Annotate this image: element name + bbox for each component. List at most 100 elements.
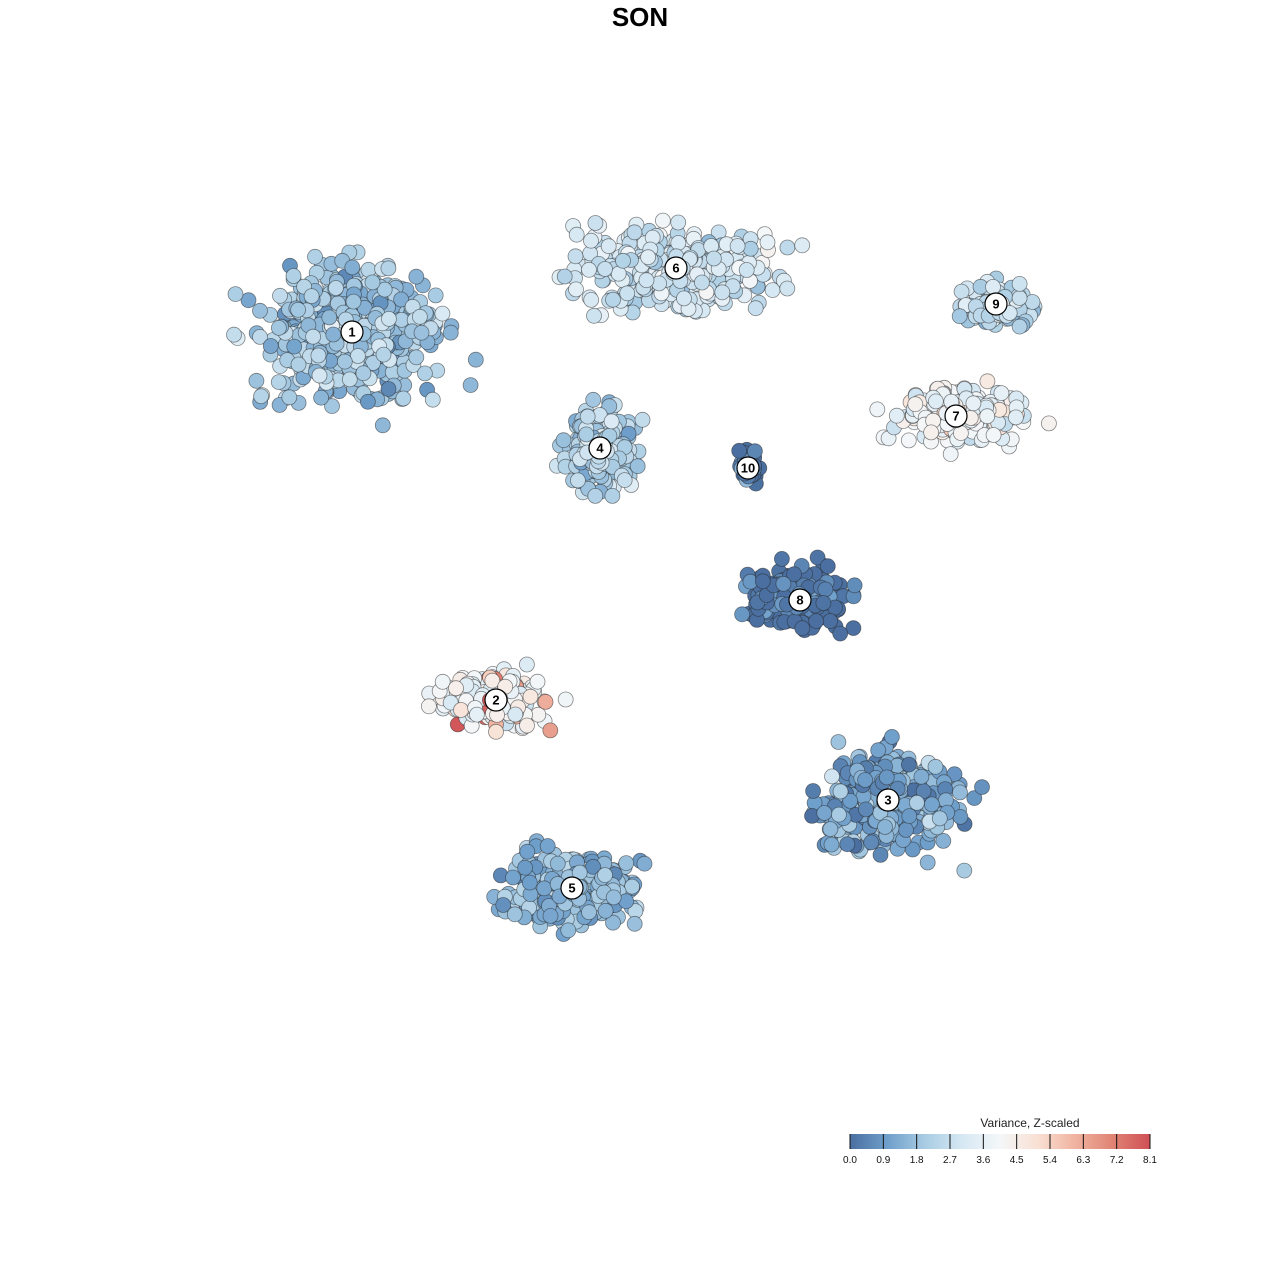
cell-point bbox=[1011, 318, 1028, 335]
cell-point bbox=[774, 551, 790, 567]
cluster-label-5: 5 bbox=[560, 876, 584, 900]
cell-point bbox=[374, 417, 391, 434]
cell-point bbox=[816, 805, 833, 821]
cluster-label-7: 7 bbox=[944, 404, 968, 428]
cell-point bbox=[817, 581, 834, 598]
cell-point bbox=[270, 319, 287, 336]
cell-point bbox=[616, 472, 633, 489]
cell-point bbox=[281, 389, 298, 406]
cell-point bbox=[604, 487, 621, 504]
cell-point bbox=[634, 411, 651, 428]
cell-point bbox=[336, 353, 353, 370]
colorbar-tick-label: 8.1 bbox=[1143, 1155, 1157, 1166]
cell-point bbox=[605, 889, 622, 906]
cell-point bbox=[870, 742, 887, 759]
cell-point bbox=[900, 432, 917, 449]
cell-point bbox=[754, 573, 771, 590]
cell-point bbox=[568, 281, 584, 298]
cell-point bbox=[927, 758, 944, 775]
cell-point bbox=[985, 427, 1002, 443]
svg-text:7: 7 bbox=[952, 409, 959, 424]
cell-point bbox=[344, 259, 361, 276]
cell-point bbox=[529, 673, 546, 690]
cell-point bbox=[831, 806, 847, 823]
cell-point bbox=[953, 283, 970, 300]
cell-point bbox=[507, 706, 524, 723]
cluster-label-4: 4 bbox=[588, 436, 612, 460]
cell-point bbox=[581, 904, 597, 921]
cell-point bbox=[884, 729, 900, 745]
cell-point bbox=[808, 613, 825, 629]
cell-point bbox=[952, 809, 969, 825]
cell-point bbox=[923, 424, 939, 441]
cell-point bbox=[462, 377, 479, 394]
colorbar bbox=[850, 1134, 1150, 1149]
cell-point bbox=[411, 308, 428, 325]
cell-point bbox=[488, 723, 504, 740]
cell-point bbox=[747, 443, 763, 460]
cluster-label-9: 9 bbox=[984, 292, 1008, 316]
cell-point bbox=[655, 212, 671, 229]
cell-point bbox=[640, 249, 656, 266]
cell-point bbox=[779, 280, 796, 297]
cell-point bbox=[670, 235, 687, 251]
cell-point bbox=[819, 558, 836, 575]
cell-point bbox=[519, 717, 535, 734]
cell-point bbox=[832, 783, 849, 800]
cell-point bbox=[262, 338, 279, 354]
cell-point bbox=[380, 260, 397, 277]
cell-point bbox=[549, 855, 566, 872]
cell-point bbox=[738, 262, 755, 278]
cell-point bbox=[542, 722, 559, 739]
cell-point bbox=[985, 278, 1001, 295]
cell-point bbox=[605, 291, 621, 308]
cell-point bbox=[311, 367, 328, 384]
cell-point bbox=[974, 779, 990, 795]
cell-point bbox=[453, 702, 469, 718]
svg-text:5: 5 bbox=[568, 881, 575, 896]
cell-point bbox=[618, 855, 635, 871]
cell-point bbox=[408, 349, 425, 366]
cell-point bbox=[587, 215, 604, 231]
cell-point bbox=[506, 906, 523, 923]
cell-point bbox=[434, 305, 451, 322]
cell-point bbox=[694, 274, 710, 291]
cell-point bbox=[536, 880, 553, 897]
cell-point bbox=[1011, 290, 1028, 306]
cell-point bbox=[951, 308, 968, 325]
cell-point bbox=[839, 836, 856, 853]
cell-point bbox=[714, 284, 731, 301]
cell-point bbox=[519, 843, 536, 860]
svg-text:1: 1 bbox=[348, 325, 355, 340]
cell-point bbox=[555, 432, 572, 449]
cell-point bbox=[442, 324, 459, 341]
cell-point bbox=[505, 869, 521, 886]
cell-point bbox=[597, 902, 614, 919]
cell-point bbox=[495, 897, 512, 913]
cell-point bbox=[537, 694, 554, 710]
cell-point bbox=[416, 365, 433, 382]
cell-point bbox=[878, 769, 895, 786]
cell-point bbox=[898, 822, 914, 838]
cell-point bbox=[913, 768, 930, 785]
legend-title: Variance, Z-scaled bbox=[980, 1116, 1079, 1130]
cell-point bbox=[636, 855, 653, 872]
cluster-label-8: 8 bbox=[788, 588, 812, 612]
cell-point bbox=[560, 922, 577, 939]
cell-point bbox=[380, 381, 397, 397]
cell-point bbox=[579, 408, 596, 425]
cell-point bbox=[252, 302, 268, 319]
cell-point bbox=[310, 347, 327, 364]
cell-point bbox=[734, 606, 750, 623]
cell-point bbox=[568, 226, 585, 243]
cell-point bbox=[794, 620, 811, 637]
cell-point bbox=[570, 472, 586, 489]
cell-point bbox=[907, 396, 924, 413]
cell-point bbox=[581, 261, 597, 278]
cell-point bbox=[822, 613, 839, 629]
cell-point bbox=[448, 680, 464, 697]
cell-point bbox=[408, 268, 425, 285]
cell-point bbox=[556, 268, 573, 285]
cluster-label-1: 1 bbox=[340, 320, 364, 344]
colorbar-tick-label: 6.3 bbox=[1076, 1155, 1090, 1166]
